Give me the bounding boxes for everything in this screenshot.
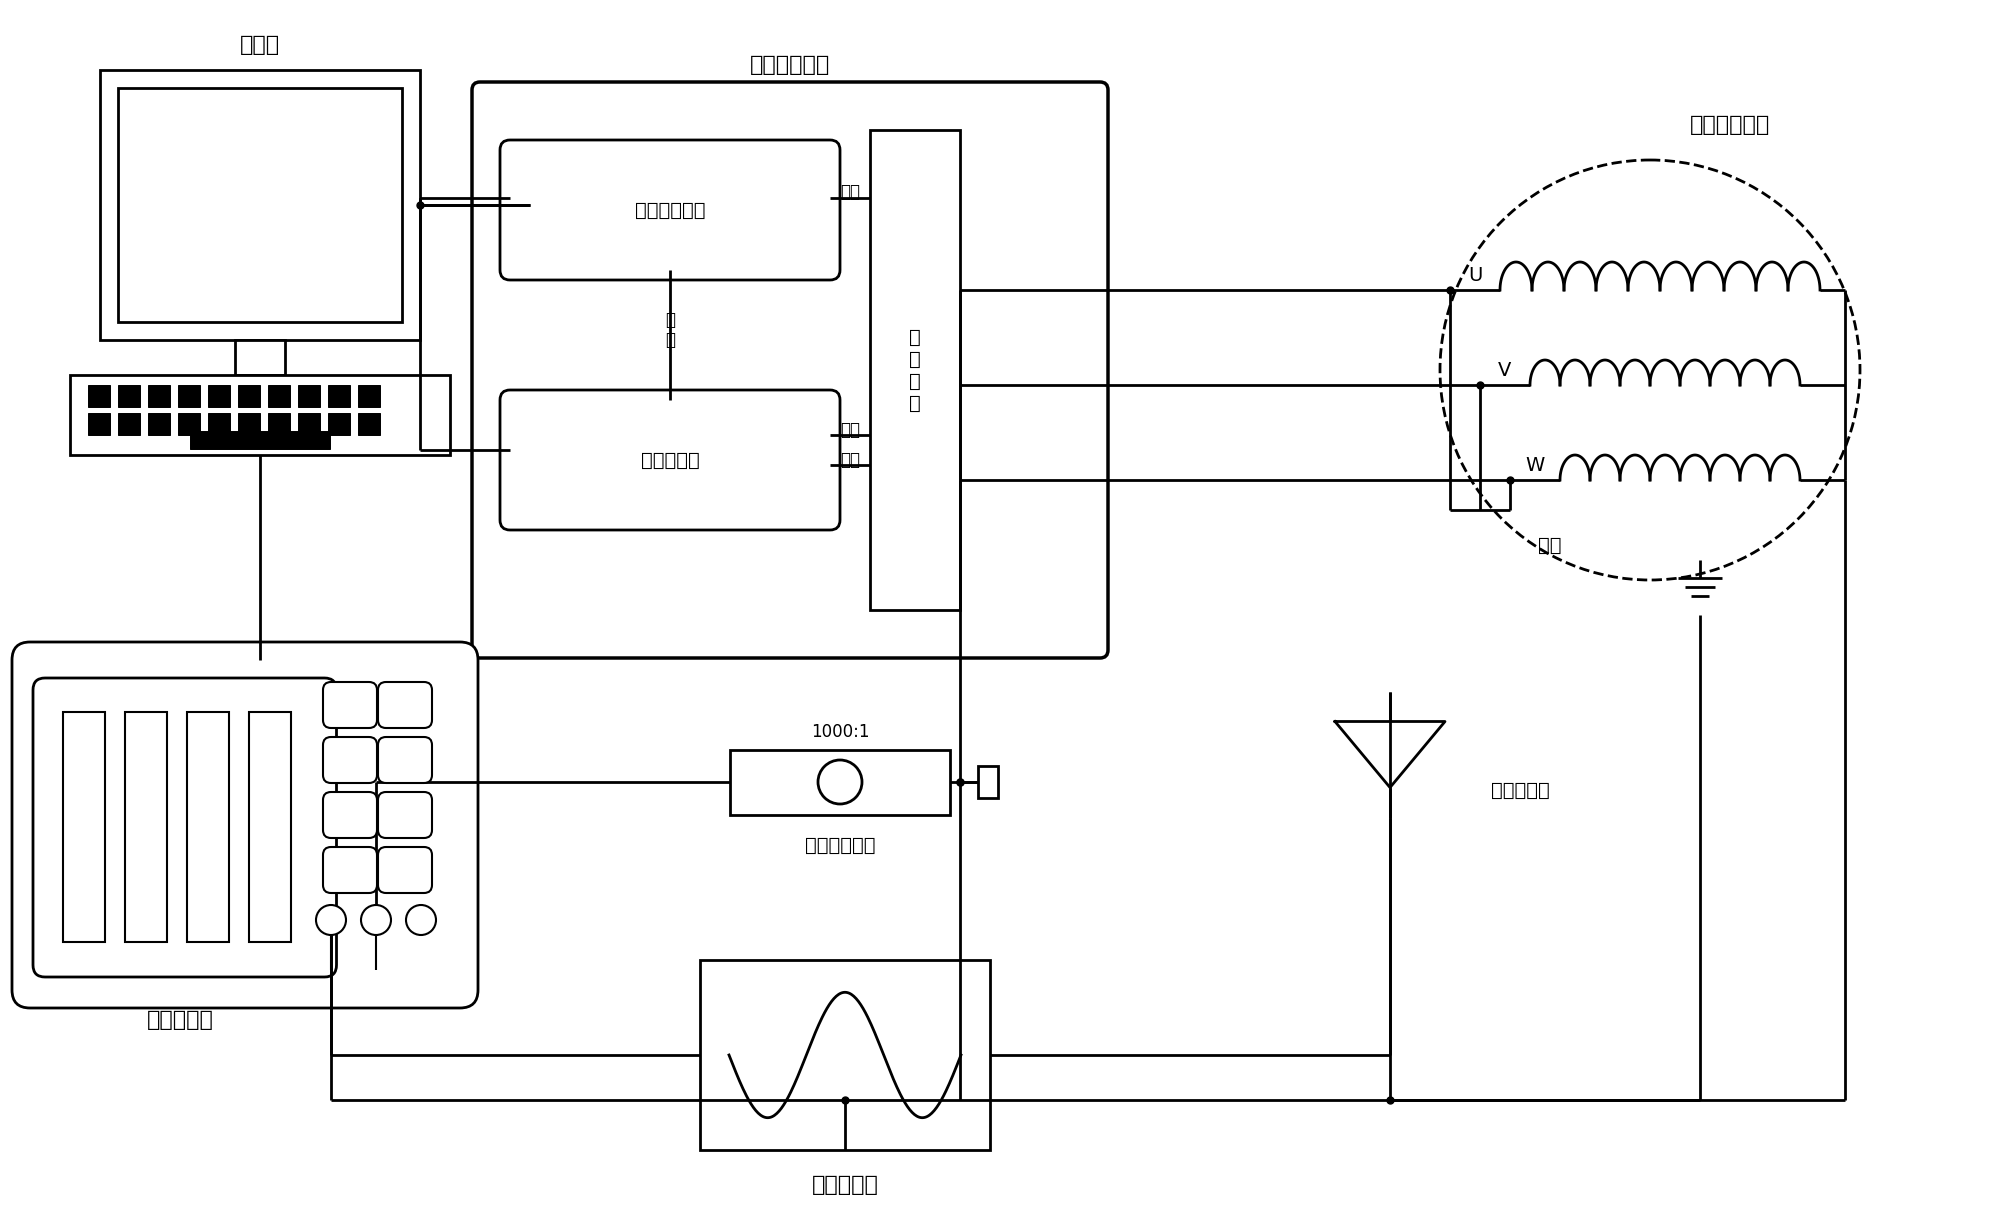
Text: 高压脉冲电源: 高压脉冲电源 bbox=[749, 55, 830, 76]
FancyBboxPatch shape bbox=[471, 82, 1108, 658]
Text: 核心控制板: 核心控制板 bbox=[640, 451, 699, 469]
Bar bbox=[187, 712, 230, 942]
Bar bbox=[101, 69, 419, 340]
Text: 高压差分探头: 高压差分探头 bbox=[804, 835, 874, 855]
FancyBboxPatch shape bbox=[499, 390, 840, 530]
Bar bbox=[977, 766, 997, 798]
Text: 输入: 输入 bbox=[840, 183, 860, 201]
Text: U: U bbox=[1466, 266, 1482, 285]
Bar bbox=[870, 130, 959, 610]
FancyBboxPatch shape bbox=[32, 678, 336, 976]
Bar bbox=[298, 385, 320, 407]
Bar bbox=[328, 385, 350, 407]
Bar bbox=[250, 712, 290, 942]
Text: 控制: 控制 bbox=[840, 451, 860, 469]
Bar bbox=[189, 432, 330, 449]
Bar bbox=[358, 413, 381, 435]
Circle shape bbox=[405, 904, 435, 935]
Bar bbox=[268, 413, 290, 435]
Bar bbox=[62, 712, 105, 942]
Text: 逆
变
电
路: 逆 变 电 路 bbox=[908, 328, 920, 412]
FancyBboxPatch shape bbox=[322, 847, 377, 894]
FancyBboxPatch shape bbox=[322, 681, 377, 728]
Bar bbox=[119, 413, 139, 435]
Bar bbox=[119, 88, 403, 322]
FancyBboxPatch shape bbox=[379, 792, 431, 837]
Circle shape bbox=[316, 904, 346, 935]
Bar bbox=[298, 413, 320, 435]
FancyBboxPatch shape bbox=[379, 681, 431, 728]
FancyBboxPatch shape bbox=[322, 737, 377, 783]
Bar bbox=[729, 750, 949, 816]
FancyBboxPatch shape bbox=[322, 792, 377, 837]
Text: V: V bbox=[1498, 361, 1510, 380]
Text: W: W bbox=[1525, 456, 1545, 475]
Bar bbox=[177, 385, 199, 407]
Bar bbox=[89, 385, 111, 407]
Bar bbox=[89, 413, 111, 435]
Text: 高压直流电源: 高压直流电源 bbox=[634, 200, 705, 219]
Text: 高速示波器: 高速示波器 bbox=[147, 1011, 213, 1030]
Bar bbox=[358, 385, 381, 407]
Bar bbox=[268, 385, 290, 407]
Circle shape bbox=[818, 759, 862, 805]
Text: 特高频天线: 特高频天线 bbox=[1490, 780, 1549, 800]
Circle shape bbox=[1440, 160, 1859, 580]
Bar bbox=[177, 413, 199, 435]
Text: 高通滤波器: 高通滤波器 bbox=[812, 1175, 878, 1195]
Bar bbox=[119, 385, 139, 407]
Bar bbox=[699, 961, 989, 1150]
Bar bbox=[125, 712, 167, 942]
Bar bbox=[147, 413, 169, 435]
FancyBboxPatch shape bbox=[379, 737, 431, 783]
Polygon shape bbox=[1335, 722, 1444, 787]
Text: 控
制: 控 制 bbox=[665, 311, 675, 350]
Bar bbox=[147, 385, 169, 407]
FancyBboxPatch shape bbox=[379, 847, 431, 894]
Bar bbox=[238, 413, 260, 435]
Text: 上位机: 上位机 bbox=[240, 35, 280, 55]
Bar bbox=[238, 385, 260, 407]
FancyBboxPatch shape bbox=[499, 140, 840, 280]
Text: 电机定子绕组: 电机定子绕组 bbox=[1690, 115, 1768, 135]
Bar bbox=[207, 413, 230, 435]
Text: 1000:1: 1000:1 bbox=[810, 723, 868, 741]
Bar bbox=[70, 375, 449, 455]
Bar bbox=[207, 385, 230, 407]
Circle shape bbox=[361, 904, 391, 935]
Text: 机壳: 机壳 bbox=[1537, 535, 1561, 555]
FancyBboxPatch shape bbox=[12, 642, 477, 1008]
Text: 触发: 触发 bbox=[840, 421, 860, 439]
Bar bbox=[236, 340, 284, 375]
Bar bbox=[328, 413, 350, 435]
